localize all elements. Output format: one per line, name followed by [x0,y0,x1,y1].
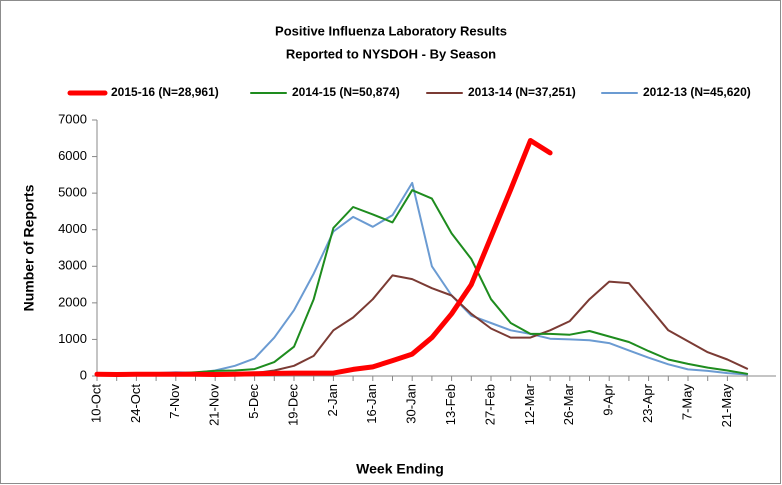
x-tick-label: 13-Feb [443,384,458,425]
x-tick-label: 9-Apr [601,383,616,415]
y-tick-label: 2000 [58,294,87,309]
x-tick-label: 21-May [719,384,734,428]
x-tick-label: 19-Dec [285,384,300,426]
chart-title: Positive Influenza Laboratory Results [275,23,507,38]
legend-label: 2015-16 (N=28,961) [111,85,219,99]
x-tick-label: 26-Mar [561,383,576,425]
x-tick-label: 7-May [679,384,694,421]
series-line [94,138,553,377]
x-tick-label: 7-Nov [167,384,182,419]
x-tick-label: 21-Nov [207,384,222,426]
x-tick-label: 16-Jan [364,384,379,424]
x-tick-label: 23-Apr [640,383,655,423]
y-tick-label: 6000 [58,148,87,163]
series-line [96,189,749,376]
x-tick-label: 10-Oct [88,384,103,423]
legend-label: 2013-14 (N=37,251) [468,85,576,99]
y-tick-label: 3000 [58,258,87,273]
y-tick-label: 7000 [58,111,87,126]
x-tick-label: 2-Jan [325,384,340,417]
legend-label: 2012-13 (N=45,620) [643,85,751,99]
y-tick-label: 1000 [58,331,87,346]
x-tick-label: 12-Mar [522,383,537,425]
y-tick-label: 5000 [58,185,87,200]
x-tick-label: 5-Dec [246,384,261,419]
y-tick-label: 4000 [58,221,87,236]
chart-title: Reported to NYSDOH - By Season [286,46,496,61]
x-tick-label: 27-Feb [482,384,497,425]
legend-label: 2014-15 (N=50,874) [292,85,400,99]
x-axis-label: Week Ending [356,461,444,477]
x-tick-label: 24-Oct [128,384,143,423]
y-axis-label: Number of Reports [21,184,37,311]
x-tick-label: 30-Jan [404,384,419,424]
y-tick-label: 0 [80,367,87,382]
